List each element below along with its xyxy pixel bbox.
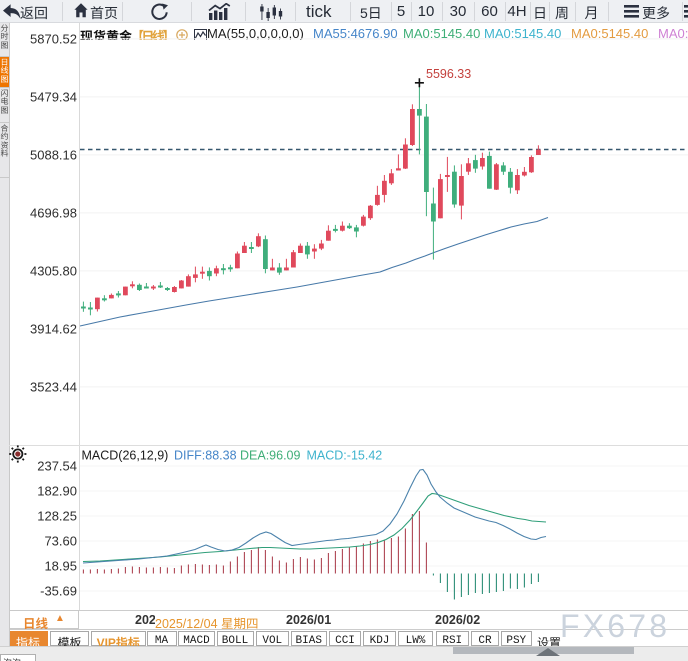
svg-text:DIFF:88.38: DIFF:88.38	[174, 449, 237, 463]
svg-text:237.54: 237.54	[37, 459, 77, 474]
svg-text:3914.62: 3914.62	[30, 321, 77, 336]
svg-text:MACD(26,12,9): MACD(26,12,9)	[82, 449, 169, 463]
svg-text:DEA:96.09: DEA:96.09	[240, 449, 301, 463]
svg-text:182.90: 182.90	[37, 484, 77, 499]
svg-text:-35.69: -35.69	[40, 584, 77, 599]
svg-text:4305.80: 4305.80	[30, 263, 77, 278]
svg-text:18.95: 18.95	[44, 559, 77, 574]
svg-text:5596.33: 5596.33	[426, 67, 471, 81]
svg-text:5479.34: 5479.34	[30, 89, 77, 104]
svg-text:5088.16: 5088.16	[30, 147, 77, 162]
svg-text:73.60: 73.60	[44, 534, 77, 549]
svg-text:4696.98: 4696.98	[30, 205, 77, 220]
svg-text:128.25: 128.25	[37, 509, 77, 524]
svg-text:MACD:-15.42: MACD:-15.42	[307, 449, 383, 463]
svg-text:3523.44: 3523.44	[30, 379, 77, 394]
